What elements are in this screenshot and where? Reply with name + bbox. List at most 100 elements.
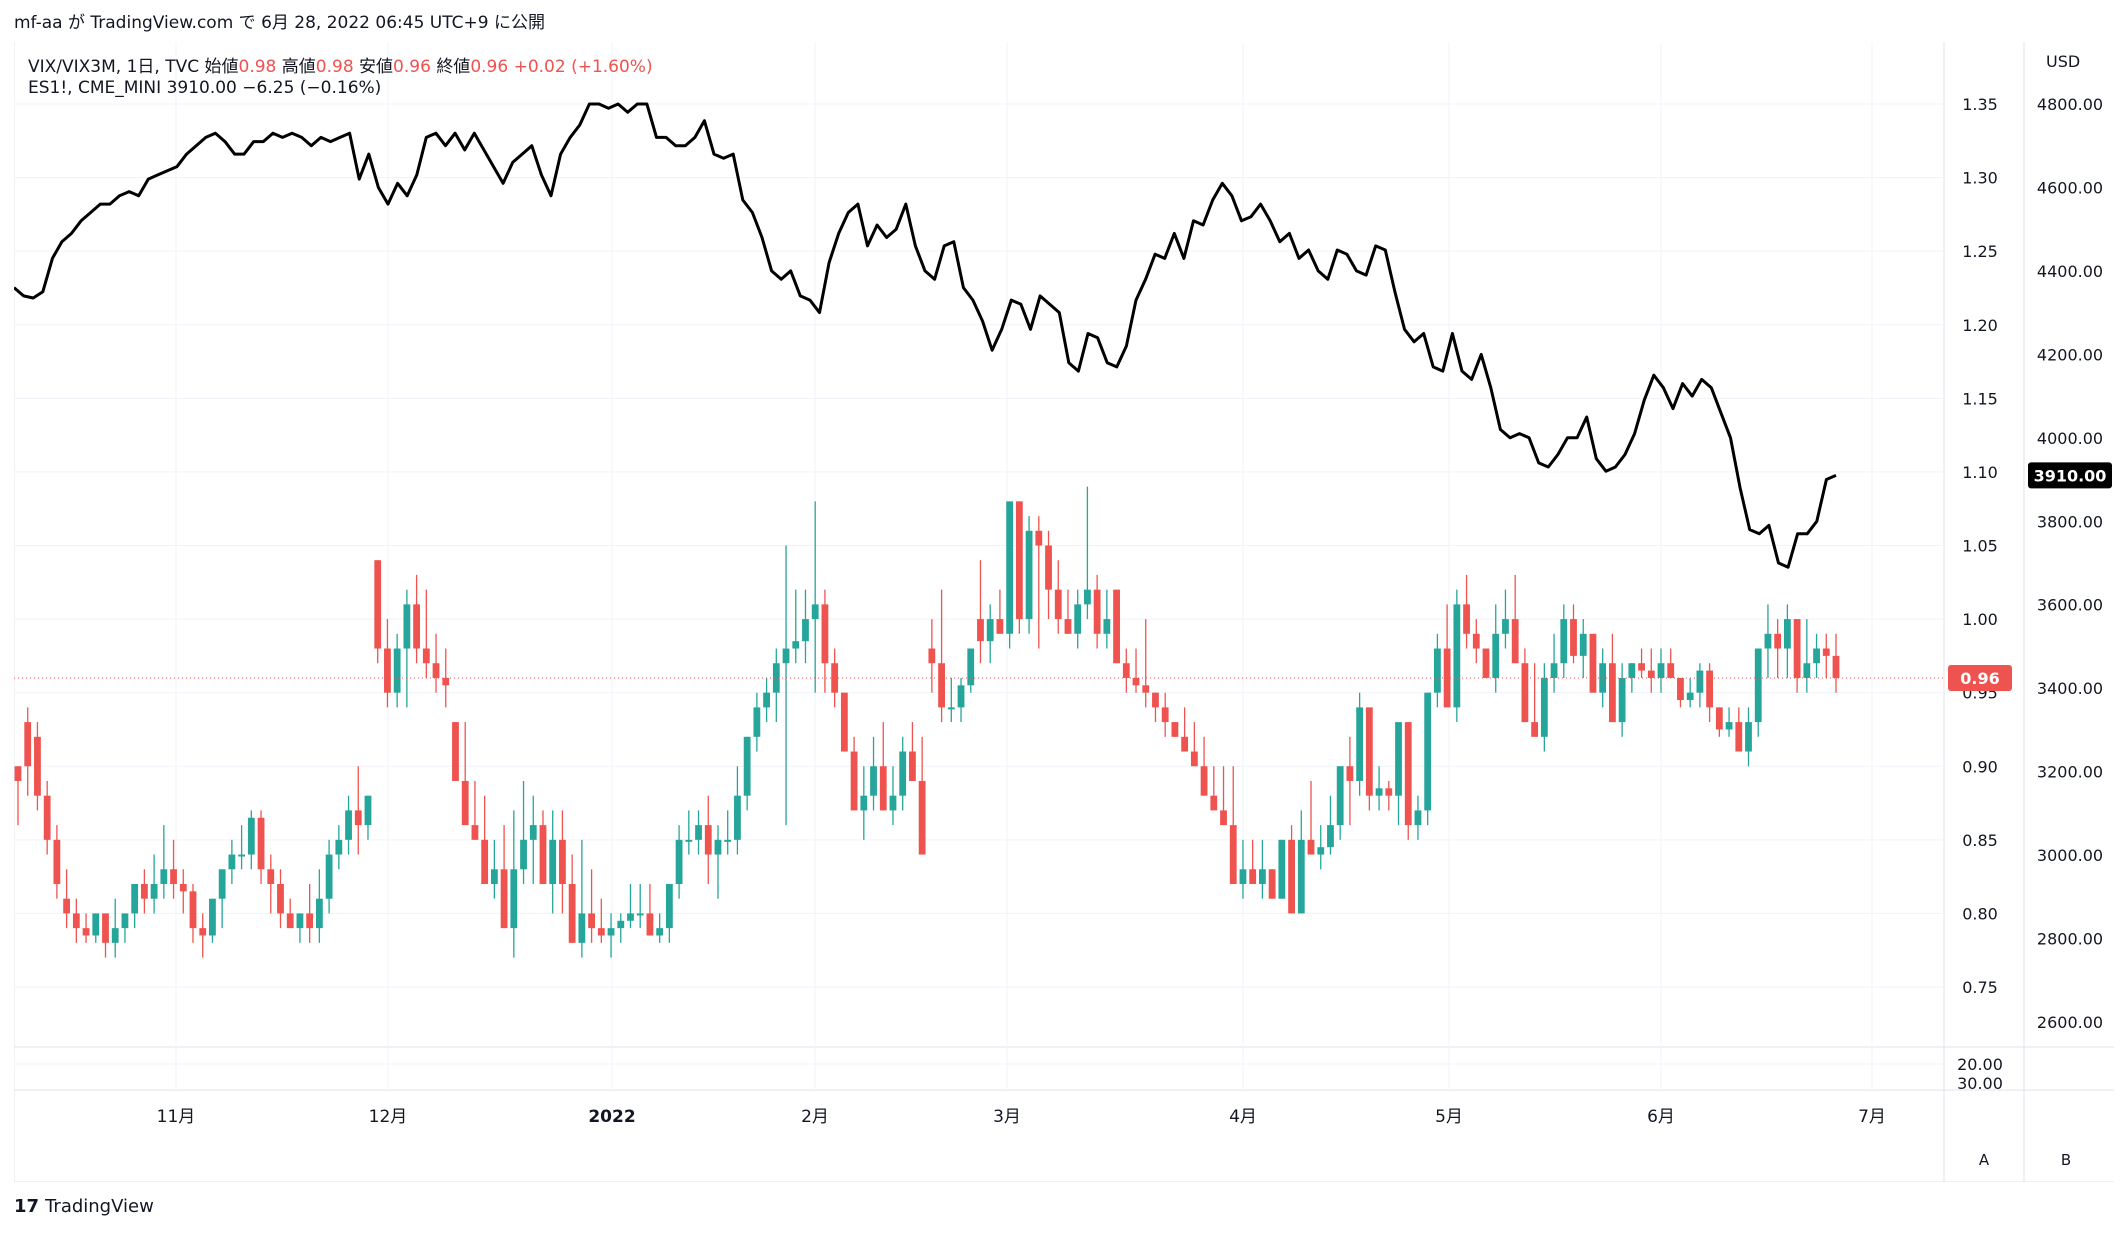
- y-tick-right: 4800.00: [2037, 95, 2103, 114]
- candle-body: [500, 869, 508, 929]
- candle-body: [559, 839, 566, 884]
- candle-body: [792, 641, 800, 649]
- candle-body: [1122, 663, 1130, 678]
- candle-body: [1288, 839, 1295, 914]
- candle-body: [1113, 589, 1120, 664]
- candle-body: [1560, 619, 1568, 664]
- chart-area[interactable]: 1.35 1.30 1.25 1.20 1.15 1.10 1.05 1.00 0.95 0.90…: [14, 42, 2114, 1182]
- candle-body: [1297, 839, 1305, 914]
- candle-body: [947, 707, 955, 710]
- log-scale-button[interactable]: B: [2060, 1151, 2072, 1169]
- candle-body: [704, 825, 712, 855]
- candle-body: [1482, 648, 1490, 678]
- candle-body: [1424, 692, 1432, 811]
- candle-body: [121, 913, 129, 929]
- candle-body: [510, 869, 518, 929]
- candle-body: [1550, 663, 1558, 678]
- candle-body: [1278, 839, 1286, 899]
- candle-body: [1084, 589, 1091, 605]
- candle-body: [63, 898, 71, 914]
- candle-body: [782, 648, 790, 664]
- legend-vix: VIX/VIX3M, 1日, TVC 始値0.98 高値0.98 安値0.96 …: [28, 52, 653, 77]
- candle-body: [209, 898, 216, 936]
- candle-body: [1025, 530, 1033, 620]
- publish-header: mf-aa が TradingView.com で 6月 28, 2022 06…: [14, 13, 545, 33]
- candle-body: [490, 869, 498, 884]
- tradingview-logo-icon: 17: [14, 1196, 40, 1217]
- candle-body: [597, 928, 605, 936]
- candle-body: [714, 839, 722, 855]
- es-last-badge-text: 3910.00: [2034, 466, 2107, 485]
- candle-body: [1152, 692, 1159, 708]
- candle-body: [1132, 677, 1140, 686]
- chart-canvas[interactable]: 1.351.301.251.201.151.101.051.000.950.90…: [14, 42, 2114, 1182]
- candle-body: [72, 913, 80, 929]
- candle-body: [734, 795, 741, 840]
- candle-body: [1054, 589, 1062, 620]
- candle-body: [899, 751, 907, 796]
- y-tick-right: 3400.00: [2037, 679, 2103, 698]
- y-tick-left: 1.20: [1962, 316, 1998, 335]
- candle-body: [977, 619, 984, 642]
- candle-body: [1404, 722, 1412, 826]
- candle-body: [1433, 648, 1441, 693]
- candle-body: [257, 817, 265, 870]
- candle-body: [918, 780, 926, 855]
- footer-brand[interactable]: 17 TradingView: [14, 1193, 154, 1221]
- candle-body: [1832, 655, 1840, 678]
- candle-body: [364, 795, 372, 826]
- candle-body: [393, 648, 401, 693]
- candle-body: [277, 883, 284, 914]
- candle-body: [43, 795, 51, 840]
- candle-body: [1356, 707, 1364, 781]
- legend-es-change: −6.25 (−0.16%): [242, 78, 382, 98]
- candle-body: [938, 663, 945, 708]
- candle-body: [82, 928, 90, 936]
- candle-body: [529, 825, 537, 840]
- candle-body: [140, 883, 148, 899]
- brand-name: TradingView: [45, 1196, 154, 1217]
- y-tick-left: 1.25: [1962, 242, 1998, 261]
- candle-body: [675, 839, 683, 884]
- y-tick-left: 0.90: [1962, 757, 1998, 776]
- candle-body: [568, 883, 576, 943]
- candle-body: [1268, 869, 1276, 899]
- candle-body: [1793, 619, 1801, 678]
- candle-body: [267, 869, 275, 884]
- candle-body: [1307, 839, 1315, 855]
- candle-body: [1259, 869, 1266, 884]
- candle-body: [335, 839, 343, 855]
- candle-body: [471, 825, 479, 840]
- x-tick: 12月: [369, 1107, 408, 1127]
- auto-scale-button[interactable]: A: [1978, 1151, 1990, 1169]
- candle-body: [1706, 670, 1714, 708]
- candle-body: [607, 928, 615, 936]
- candle-body: [1647, 670, 1655, 678]
- candle-body: [1618, 677, 1626, 723]
- y-tick-left: 1.30: [1962, 169, 1998, 188]
- candle-body: [1725, 722, 1733, 730]
- candle-body: [1764, 633, 1772, 649]
- candle-body: [665, 883, 673, 929]
- candle-body: [1181, 736, 1189, 752]
- candle-body: [1161, 707, 1169, 723]
- candle-body: [170, 869, 177, 884]
- candle-body: [996, 619, 1004, 634]
- y-tick-left: 0.85: [1962, 831, 1998, 850]
- candle-body: [296, 913, 304, 929]
- candle-body: [160, 869, 168, 884]
- candle-body: [1064, 619, 1072, 634]
- candle-body: [986, 619, 994, 642]
- candle-body: [889, 795, 897, 811]
- candle-body: [1142, 685, 1150, 693]
- candle-body: [1531, 722, 1539, 737]
- candle-body: [1443, 648, 1451, 708]
- candle-body: [481, 839, 489, 884]
- candle-body: [422, 648, 430, 664]
- candle-body: [840, 692, 848, 752]
- candle-body: [1570, 619, 1577, 656]
- candle-body: [1365, 707, 1373, 796]
- candle-body: [247, 817, 255, 855]
- legend-low-value: 0.96: [393, 57, 431, 77]
- candle-body: [627, 913, 634, 921]
